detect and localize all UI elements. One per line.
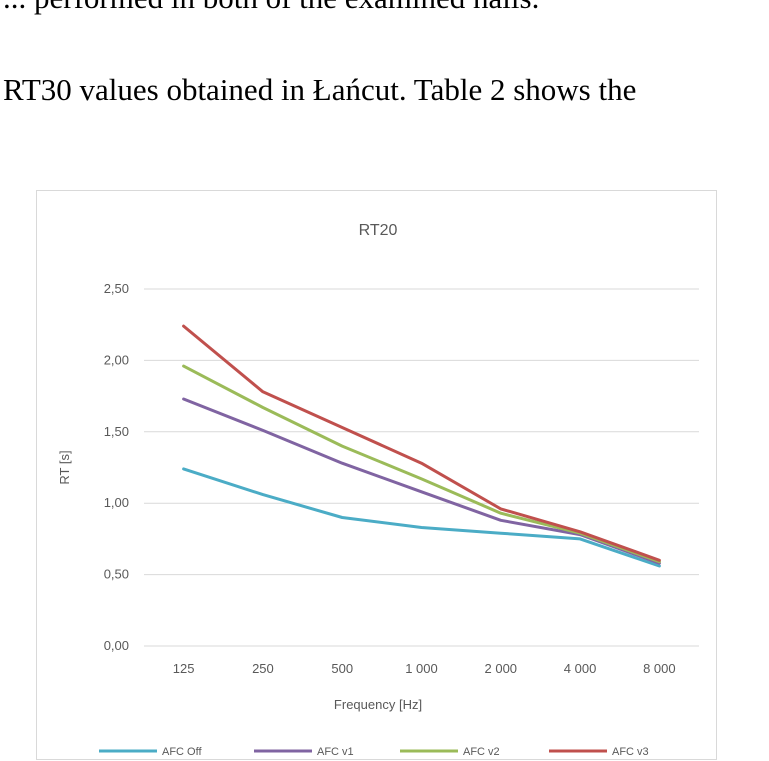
legend-label-afc-v1: AFC v1: [317, 746, 354, 758]
x-tick-label-4: 2 000: [485, 661, 518, 676]
y-tick-label-4: 2,00: [104, 352, 129, 367]
x-tick-label-1: 250: [252, 661, 274, 676]
x-tick-label-2: 500: [331, 661, 353, 676]
x-axis-label: Frequency [Hz]: [334, 697, 422, 712]
x-tick-label-6: 8 000: [643, 661, 676, 676]
y-tick-label-1: 0,50: [104, 567, 129, 582]
legend-label-afc-off: AFC Off: [162, 746, 202, 758]
chart-title: RT20: [359, 222, 398, 239]
y-tick-label-0: 0,00: [104, 638, 129, 653]
series-line-afc-v3: [182, 324, 661, 562]
legend-label-afc-v3: AFC v3: [612, 746, 649, 758]
x-tick-label-5: 4 000: [564, 661, 597, 676]
y-axis-label: RT [s]: [57, 450, 72, 484]
y-tick-label-3: 1,50: [104, 424, 129, 439]
chart-frame: RT20 0,00 0,50 1,00 1,50 2,00 2,50 125 250 500 1 0…: [36, 190, 717, 760]
rt20-line-chart: RT20 0,00 0,50 1,00 1,50 2,00 2,50 125 250 500 1 0…: [57, 222, 699, 758]
x-tick-label-0: 125: [173, 661, 195, 676]
series-line-afc-v1: [182, 397, 661, 565]
document-text-line-1: ... performed in both of the examined ha…: [3, 0, 769, 13]
y-tick-label-5: 2,50: [104, 281, 129, 296]
series-line-afc-off: [182, 467, 661, 568]
legend-label-afc-v2: AFC v2: [463, 746, 500, 758]
y-tick-label-2: 1,00: [104, 495, 129, 510]
x-tick-label-3: 1 000: [405, 661, 438, 676]
document-text-line-2: RT30 values obtained in Łańcut. Table 2 …: [3, 72, 637, 107]
